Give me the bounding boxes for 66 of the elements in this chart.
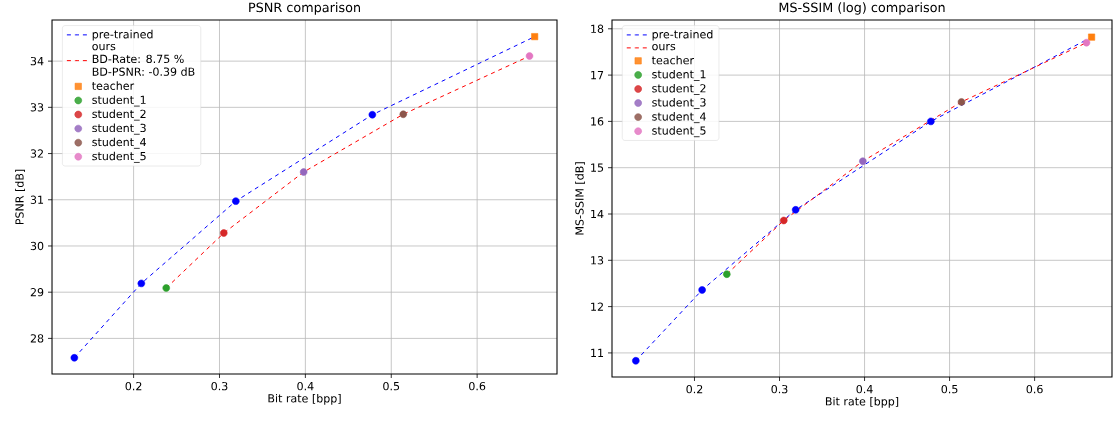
x-tick-label: 0.4 [297,381,314,391]
chart-title: MS-SSIM (log) comparison [779,2,945,15]
y-tick-label: 18 [591,24,604,33]
x-axis-title: Bit rate [bpp] [825,396,899,408]
y-axis-title: MS-SSIM [dB] [575,162,585,235]
point [723,270,731,278]
legend-label: student_5 [652,126,706,138]
y-axis-title: PSNR [dB] [15,169,26,225]
y-tick-label: 31 [30,195,44,204]
legend-label: student_5 [92,151,146,163]
point [399,110,408,119]
y-tick-label: 29 [30,288,44,297]
y-tick-label: 32 [30,149,43,158]
point [70,354,79,362]
legend-label: student_4 [652,112,706,124]
x-tick-label: 0.4 [856,384,873,394]
legend-label: pre-trained [92,29,153,41]
point [1088,33,1096,41]
point [1082,38,1091,47]
y-tick-label: 34 [30,56,44,66]
y-tick-label: 28 [30,334,44,343]
legend-label: teacher [651,55,695,65]
point [531,33,539,41]
legend-label: student_1 [652,69,706,81]
point [525,52,534,60]
point [137,279,146,288]
y-tick-label: 13 [591,256,604,265]
y-tick-label: 14 [591,209,604,219]
x-tick-label: 0.6 [469,381,486,391]
y-tick-label: 16 [591,117,604,126]
point [791,206,800,214]
x-tick-label: 0.5 [941,384,958,394]
legend-label: student_3 [652,98,706,110]
x-tick-label: 0.2 [125,381,142,391]
point [220,229,228,237]
x-tick-label: 0.3 [211,381,228,391]
legend-label: student_3 [92,123,146,135]
point [957,98,966,106]
point [859,157,867,165]
x-tick-label: 0.5 [383,381,400,391]
point [698,286,706,294]
point [299,168,308,176]
legend-label: teacher [92,81,135,90]
legend-label: ours [652,43,676,51]
point [780,216,788,225]
y-tick-label: 15 [591,163,604,172]
legend-label: pre-trained [652,29,713,41]
x-tick-label: 0.6 [1026,384,1043,394]
point [632,357,640,365]
x-axis-title: Bit rate [bpp] [268,393,341,405]
point [162,284,170,292]
y-tick-label: 17 [591,71,604,80]
x-tick-label: 0.2 [686,384,703,394]
point [368,111,377,119]
legend-label: student_2 [652,83,706,95]
legend-label: student_2 [92,109,146,121]
y-tick-label: 12 [591,302,603,311]
legend-label: student_1 [92,95,146,107]
y-tick-label: 30 [30,241,44,251]
y-tick-label: 33 [30,103,44,112]
x-tick-label: 0.3 [771,384,788,394]
point [927,117,935,126]
point [232,197,240,205]
legend-label: student_4 [92,137,146,149]
y-tick-label: 11 [591,348,604,357]
chart-title: PSNR comparison [249,2,360,15]
